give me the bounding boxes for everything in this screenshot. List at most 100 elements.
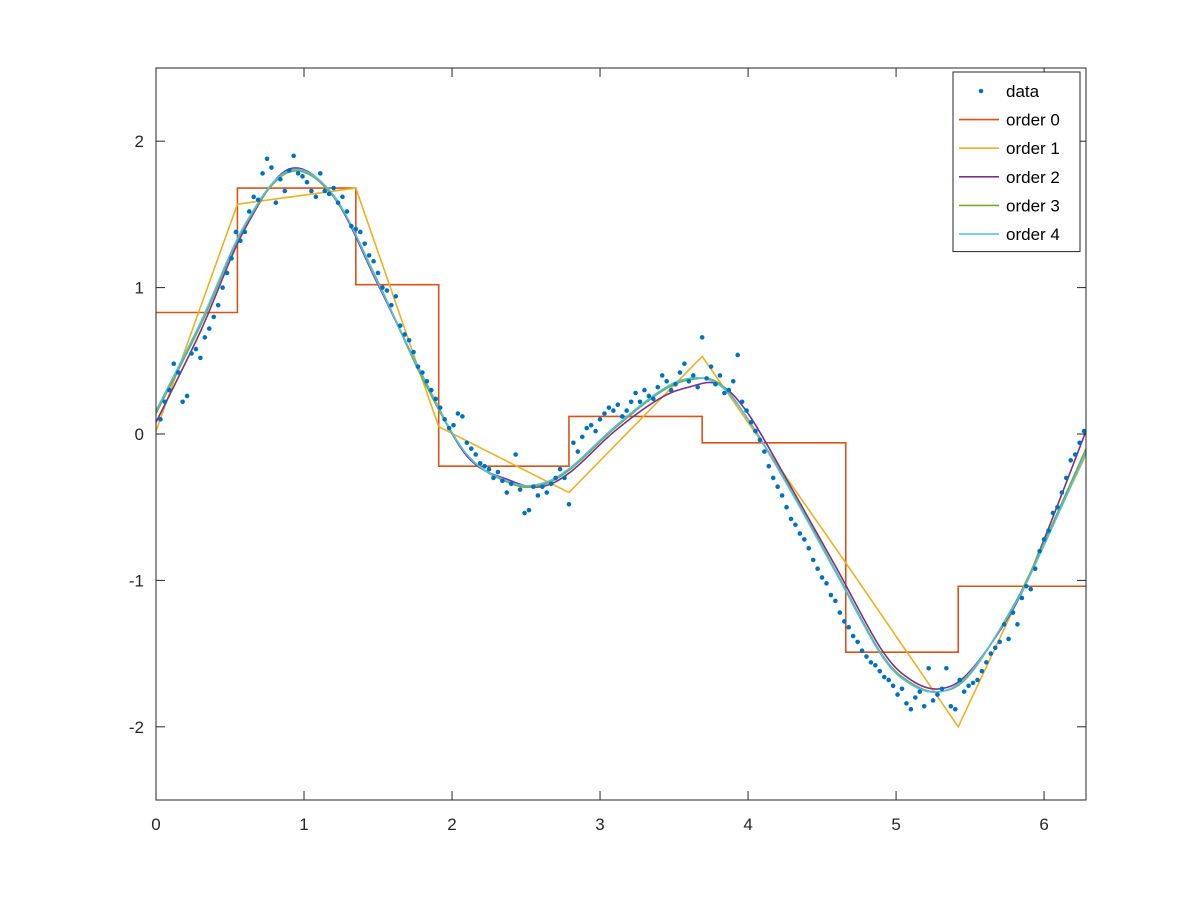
- data-point: [455, 411, 461, 416]
- data-point: [1063, 475, 1069, 481]
- data-point: [930, 698, 936, 703]
- data-point: [779, 493, 785, 498]
- data-point: [238, 238, 243, 244]
- data-point: [868, 660, 874, 665]
- data-point: [713, 381, 718, 387]
- data-point: [682, 361, 687, 367]
- data-point: [477, 460, 483, 466]
- x-tick-label: 2: [447, 815, 456, 834]
- y-tick-label: 2: [135, 132, 144, 151]
- data-point: [753, 428, 758, 434]
- data-point: [917, 689, 923, 694]
- data-point: [744, 408, 749, 413]
- data-point: [1037, 548, 1042, 554]
- data-point: [628, 399, 634, 405]
- legend-swatch-data: [978, 88, 984, 94]
- data-point: [349, 223, 354, 229]
- data-point: [371, 258, 376, 264]
- data-point: [255, 197, 261, 203]
- series-data-points: [158, 153, 1087, 712]
- data-point: [313, 194, 319, 200]
- data-point: [615, 402, 621, 408]
- x-tick-label: 6: [1039, 815, 1048, 834]
- data-point: [486, 466, 492, 472]
- data-point: [375, 270, 381, 276]
- data-point: [677, 370, 683, 375]
- data-point: [202, 335, 208, 340]
- data-point: [784, 504, 789, 510]
- data-point: [651, 396, 656, 402]
- data-point: [859, 648, 865, 653]
- data-point: [526, 507, 532, 513]
- data-point: [904, 701, 909, 706]
- data-point: [730, 379, 736, 384]
- data-point: [646, 393, 652, 399]
- data-point: [362, 241, 368, 246]
- data-point: [189, 351, 194, 356]
- data-point: [198, 355, 203, 361]
- data-point: [908, 706, 914, 712]
- data-point: [717, 373, 723, 378]
- data-point: [309, 188, 314, 194]
- data-point: [957, 677, 963, 683]
- data-point: [886, 677, 891, 683]
- series-line-order-4: [155, 168, 1087, 694]
- data-point: [495, 469, 501, 475]
- data-point: [877, 668, 883, 674]
- data-point: [175, 370, 181, 375]
- data-point: [1010, 610, 1016, 615]
- y-tick-label: -1: [129, 571, 144, 590]
- data-point: [606, 405, 612, 410]
- data-point: [535, 493, 541, 498]
- data-point: [446, 425, 452, 431]
- data-point: [1001, 622, 1007, 627]
- data-point: [992, 645, 998, 651]
- data-point: [873, 663, 878, 668]
- data-point: [846, 624, 851, 630]
- data-point: [890, 683, 896, 689]
- data-point: [384, 288, 390, 293]
- data-point: [415, 364, 421, 369]
- data-point: [611, 408, 616, 413]
- data-point: [246, 209, 252, 214]
- data-point: [326, 191, 332, 197]
- data-point: [952, 706, 958, 712]
- data-point: [961, 689, 967, 694]
- data-point: [597, 417, 603, 422]
- data-point: [984, 660, 989, 665]
- data-point: [229, 256, 234, 261]
- data-point: [966, 683, 971, 689]
- data-point: [260, 171, 265, 176]
- data-point: [899, 686, 905, 692]
- data-point: [517, 487, 523, 492]
- data-point: [841, 619, 847, 624]
- data-point: [806, 545, 812, 551]
- data-point: [619, 414, 625, 419]
- data-point: [664, 379, 669, 384]
- data-point: [158, 417, 163, 422]
- data-point: [815, 566, 820, 571]
- data-point: [264, 156, 270, 162]
- data-point: [233, 229, 239, 235]
- data-point: [793, 522, 798, 528]
- data-point: [389, 302, 394, 308]
- data-point: [411, 349, 416, 355]
- data-point: [695, 384, 701, 390]
- data-point: [224, 270, 230, 276]
- data-point: [544, 490, 550, 495]
- data-point: [1059, 490, 1065, 495]
- data-point: [429, 387, 434, 393]
- data-point: [1077, 440, 1082, 446]
- data-point: [939, 686, 945, 692]
- data-point: [850, 633, 856, 639]
- data-point: [997, 639, 1002, 645]
- data-point: [1019, 595, 1025, 601]
- data-point: [819, 575, 825, 580]
- data-point: [1046, 528, 1051, 533]
- legend-label-order-1: order 1: [1006, 139, 1060, 158]
- data-point: [1081, 428, 1087, 434]
- data-point: [690, 373, 696, 378]
- series-line-order-1: [155, 187, 1087, 729]
- x-tick-label: 4: [743, 815, 752, 834]
- x-tick-label: 5: [891, 815, 900, 834]
